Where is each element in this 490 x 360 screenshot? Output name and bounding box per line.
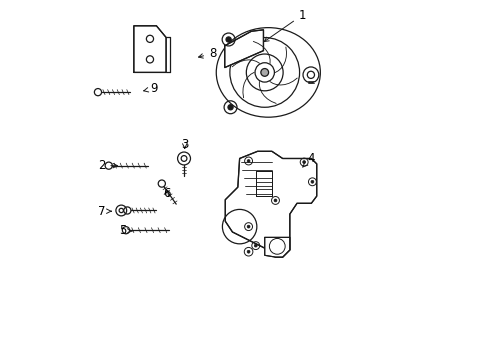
Text: 8: 8 bbox=[198, 47, 217, 60]
Text: 4: 4 bbox=[303, 152, 315, 167]
Text: 7: 7 bbox=[98, 205, 111, 218]
Circle shape bbox=[311, 180, 314, 183]
Circle shape bbox=[228, 105, 233, 110]
Polygon shape bbox=[225, 30, 264, 68]
Ellipse shape bbox=[216, 28, 320, 117]
Circle shape bbox=[247, 159, 250, 162]
Circle shape bbox=[261, 68, 269, 76]
Polygon shape bbox=[256, 171, 272, 196]
Circle shape bbox=[247, 225, 250, 228]
Circle shape bbox=[247, 250, 250, 253]
Text: 6: 6 bbox=[163, 187, 171, 200]
Text: 1: 1 bbox=[264, 9, 306, 41]
Circle shape bbox=[226, 37, 231, 42]
Text: 9: 9 bbox=[144, 82, 157, 95]
Text: 3: 3 bbox=[181, 138, 189, 151]
Polygon shape bbox=[225, 151, 317, 257]
Polygon shape bbox=[134, 26, 166, 72]
Text: 5: 5 bbox=[119, 224, 132, 238]
Polygon shape bbox=[265, 237, 290, 257]
Circle shape bbox=[254, 244, 257, 247]
Circle shape bbox=[303, 161, 306, 163]
Text: 2: 2 bbox=[98, 159, 118, 172]
Circle shape bbox=[274, 199, 277, 202]
